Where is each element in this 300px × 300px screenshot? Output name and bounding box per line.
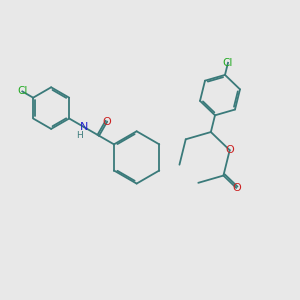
Text: O: O [103, 117, 112, 127]
Text: O: O [232, 183, 241, 193]
Text: H: H [76, 131, 83, 140]
Text: N: N [80, 122, 88, 132]
Text: O: O [225, 145, 234, 155]
Text: Cl: Cl [17, 86, 28, 96]
Text: Cl: Cl [223, 58, 233, 68]
